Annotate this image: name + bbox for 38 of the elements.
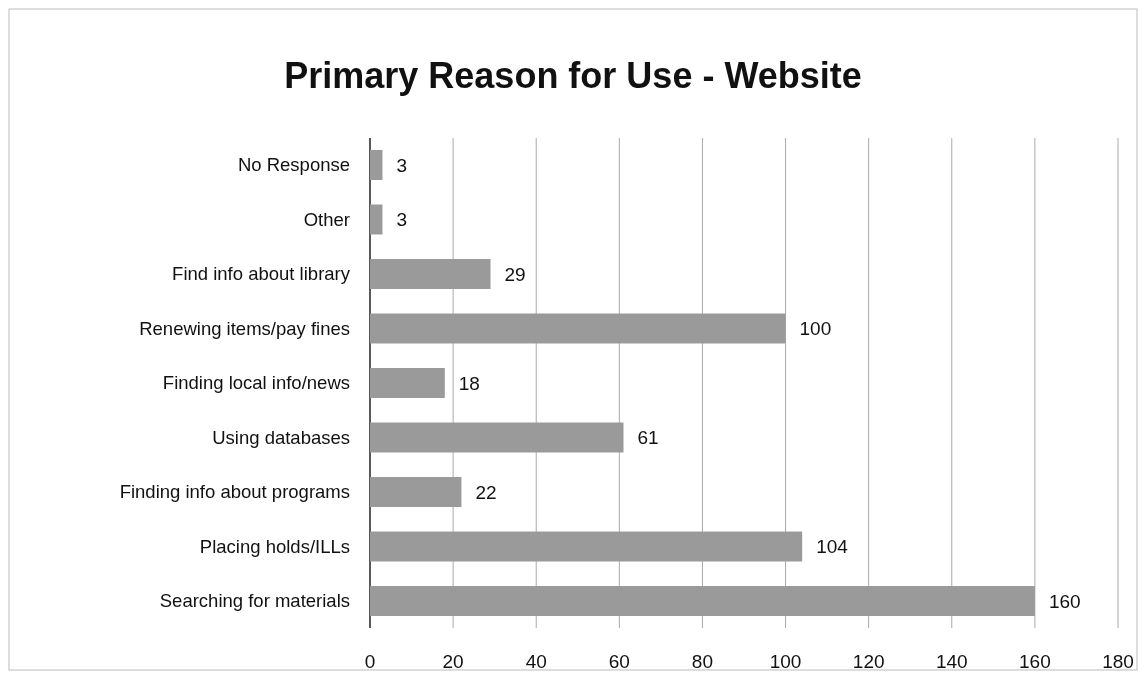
bar xyxy=(370,477,462,507)
bar xyxy=(370,259,491,289)
data-label: 3 xyxy=(396,209,408,231)
x-tick-label: 180 xyxy=(1102,651,1134,672)
x-tick-label: 140 xyxy=(935,651,968,672)
bar xyxy=(370,586,1035,617)
data-label: 22 xyxy=(475,481,497,503)
data-label: 104 xyxy=(816,536,849,558)
chart-title: Primary Reason for Use - Website xyxy=(284,55,862,96)
y-tick-label: Find info about library xyxy=(172,263,351,285)
y-tick-label: Other xyxy=(303,208,350,230)
bar xyxy=(370,313,786,344)
bar xyxy=(370,368,445,398)
bar xyxy=(370,149,383,180)
x-tick-label: 160 xyxy=(1019,651,1051,672)
bar xyxy=(370,204,383,235)
data-label: 100 xyxy=(799,318,832,340)
x-tick-label: 0 xyxy=(364,651,376,672)
bar xyxy=(370,531,803,562)
data-label: 160 xyxy=(1048,590,1081,612)
y-tick-label: Finding info about programs xyxy=(119,481,350,503)
x-tick-label: 100 xyxy=(769,651,802,672)
x-tick-label: 40 xyxy=(525,651,547,672)
x-tick-label: 80 xyxy=(691,651,714,672)
data-label: 61 xyxy=(637,427,659,449)
data-label: 29 xyxy=(504,263,526,285)
y-tick-label: Placing holds/ILLs xyxy=(199,535,350,557)
y-tick-label: Using databases xyxy=(212,426,350,448)
y-tick-label: Searching for materials xyxy=(159,590,350,612)
y-tick-label: Renewing items/pay fines xyxy=(139,317,350,339)
bar xyxy=(370,422,624,453)
x-tick-label: 120 xyxy=(852,651,885,672)
y-tick-label: No Response xyxy=(237,154,350,176)
x-tick-label: 60 xyxy=(608,651,630,672)
data-label: 3 xyxy=(396,154,408,176)
y-tick-label: Finding local info/news xyxy=(162,372,350,394)
data-label: 18 xyxy=(458,372,480,394)
x-tick-label: 20 xyxy=(442,651,464,672)
